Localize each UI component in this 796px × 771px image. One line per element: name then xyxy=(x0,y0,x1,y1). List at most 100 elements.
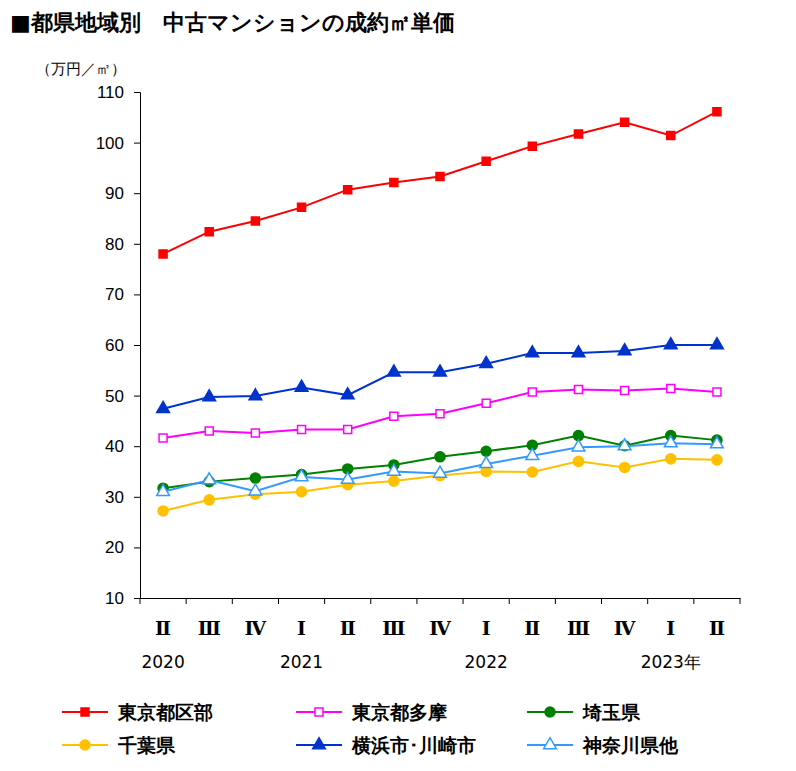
x-tick-label: Ⅰ xyxy=(666,617,675,639)
marker xyxy=(482,157,490,165)
y-tick: 40 xyxy=(105,437,140,456)
marker xyxy=(204,495,214,505)
y-tick-mark xyxy=(134,345,140,346)
legend-label: 横浜市･川崎市 xyxy=(351,734,476,756)
x-tick-label: Ⅳ xyxy=(614,617,636,639)
marker xyxy=(528,142,536,150)
marker xyxy=(387,464,400,475)
y-tick-mark xyxy=(134,446,140,447)
marker xyxy=(528,388,536,396)
legend-marker xyxy=(315,708,323,716)
legend-marker xyxy=(545,707,555,717)
x-year-label: 2021 xyxy=(280,652,323,672)
legend-label: 東京都区部 xyxy=(117,701,213,723)
marker xyxy=(249,389,262,400)
x-tick: Ⅱ xyxy=(340,598,356,639)
category-separator xyxy=(370,598,371,604)
legend: 東京都区部 東京都多摩 埼玉県千葉県 横浜市･川崎市 神奈川県他 xyxy=(62,701,679,756)
series-line xyxy=(163,459,717,511)
marker xyxy=(664,436,677,447)
y-tick: 90 xyxy=(105,184,140,203)
y-tick-label: 70 xyxy=(105,285,124,304)
marker xyxy=(435,452,445,462)
marker xyxy=(158,506,168,516)
marker xyxy=(481,446,491,456)
x-tick-label: Ⅱ xyxy=(524,617,540,639)
category-separator xyxy=(740,598,741,604)
x-year-label: 2022 xyxy=(465,652,508,672)
marker xyxy=(664,338,677,349)
marker xyxy=(574,386,582,394)
x-tick-label: Ⅱ xyxy=(709,617,725,639)
marker xyxy=(618,439,631,450)
marker xyxy=(573,456,583,466)
x-year-label: 2023年 xyxy=(641,652,701,672)
y-axis: 102030405060708090100110 xyxy=(96,83,141,608)
y-tick: 100 xyxy=(96,134,140,153)
marker xyxy=(574,130,582,138)
marker xyxy=(667,132,675,140)
plot-area xyxy=(157,108,724,516)
marker xyxy=(712,455,722,465)
x-tick: Ⅰ xyxy=(482,598,491,639)
legend-item: 東京都多摩 xyxy=(296,701,447,723)
legend-marker xyxy=(544,738,557,749)
marker xyxy=(296,487,306,497)
marker xyxy=(390,179,398,187)
marker xyxy=(341,472,354,483)
marker xyxy=(482,399,490,407)
category-separator xyxy=(463,598,464,604)
x-tick-label: Ⅲ xyxy=(198,617,221,639)
marker xyxy=(526,346,539,357)
legend-marker xyxy=(80,740,90,750)
x-tick-label: Ⅲ xyxy=(382,617,405,639)
marker xyxy=(666,454,676,464)
y-tick-label: 40 xyxy=(105,437,124,456)
x-tick: Ⅰ xyxy=(666,598,675,639)
marker xyxy=(295,470,308,481)
marker xyxy=(711,338,724,349)
y-tick-label: 110 xyxy=(97,83,124,102)
marker xyxy=(621,387,629,395)
marker xyxy=(618,344,631,355)
category-separator xyxy=(555,598,556,604)
marker xyxy=(250,473,260,483)
series xyxy=(159,385,721,443)
marker xyxy=(341,388,354,399)
legend-label: 神奈川県他 xyxy=(582,734,679,756)
legend-item: 横浜市･川崎市 xyxy=(296,734,476,756)
y-tick: 50 xyxy=(105,387,140,406)
x-year-label: 2020 xyxy=(141,652,184,672)
marker xyxy=(621,118,629,126)
marker xyxy=(711,437,724,448)
x-tick: Ⅳ xyxy=(245,598,267,639)
y-tick-label: 10 xyxy=(105,589,124,608)
marker xyxy=(203,473,216,484)
y-tick-mark xyxy=(134,396,140,397)
legend-item: 埼玉県 xyxy=(527,701,641,723)
marker xyxy=(390,412,398,420)
marker xyxy=(620,462,630,472)
marker xyxy=(205,427,213,435)
marker xyxy=(159,434,167,442)
series-line xyxy=(163,112,717,254)
x-tick: Ⅱ xyxy=(709,598,725,639)
category-separator xyxy=(647,598,648,604)
marker xyxy=(251,217,259,225)
marker xyxy=(251,429,259,437)
category-separator xyxy=(278,598,279,604)
marker xyxy=(572,346,585,357)
x-tick: Ⅲ xyxy=(382,598,405,639)
marker xyxy=(344,426,352,434)
marker xyxy=(436,410,444,418)
y-tick-mark xyxy=(134,92,140,93)
y-tick: 70 xyxy=(105,285,140,304)
x-tick: Ⅲ xyxy=(198,598,221,639)
series-line xyxy=(163,436,717,489)
y-tick-mark xyxy=(134,193,140,194)
legend-item: 神奈川県他 xyxy=(527,734,679,756)
legend-item: 千葉県 xyxy=(62,734,176,756)
marker xyxy=(203,390,216,401)
y-axis-label: （万円／㎡） xyxy=(36,60,126,78)
x-tick-label: Ⅲ xyxy=(567,617,590,639)
